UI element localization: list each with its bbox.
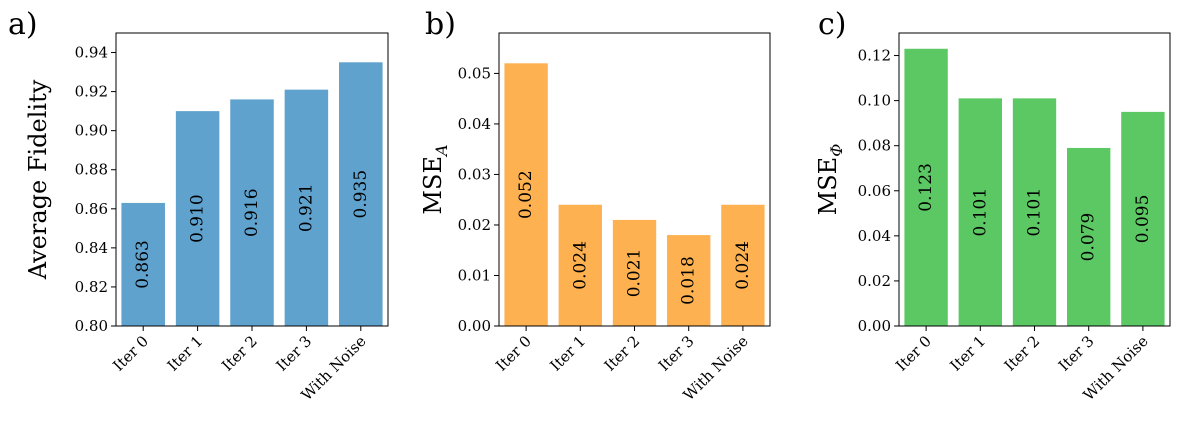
y-tick-label: 0.01 bbox=[458, 266, 491, 284]
bar-value-label: 0.101 bbox=[970, 188, 990, 237]
y-tick-label: 0.86 bbox=[75, 200, 108, 218]
x-tick-label: Iter 1 bbox=[164, 332, 207, 375]
plot-frame bbox=[498, 32, 771, 327]
y-axis-label-main: MSE bbox=[419, 156, 447, 215]
x-tick-label: Iter 1 bbox=[946, 332, 989, 375]
x-tick-label: Iter 2 bbox=[601, 332, 644, 375]
bar-iter-1 bbox=[958, 98, 1002, 326]
bar-value-label: 0.079 bbox=[1079, 213, 1099, 262]
panel-label: c) bbox=[818, 7, 847, 42]
y-tick-label: 0.82 bbox=[75, 278, 108, 296]
y-axis-label: Average Fidelity bbox=[24, 79, 52, 280]
y-tick-label: 0.03 bbox=[458, 165, 491, 183]
x-tick-label: Iter 0 bbox=[492, 332, 535, 375]
bar-iter-3 bbox=[667, 235, 711, 326]
x-tick-label: Iter 3 bbox=[1055, 332, 1098, 375]
y-tick-label: 0.02 bbox=[458, 216, 491, 234]
bar-value-label: 0.935 bbox=[351, 170, 371, 219]
y-axis-label-main: MSE bbox=[814, 157, 842, 216]
y-tick-label: 0.94 bbox=[75, 44, 108, 62]
y-tick-label: 0.04 bbox=[858, 227, 891, 245]
bar-value-label: 0.052 bbox=[516, 170, 536, 219]
bar-iter-3 bbox=[1067, 147, 1111, 326]
bar-iter-2 bbox=[1012, 98, 1057, 326]
bar-iter-3 bbox=[284, 89, 329, 326]
y-tick-label: 0.05 bbox=[458, 64, 491, 82]
bar-value-label: 0.863 bbox=[133, 240, 153, 289]
y-tick-label: 0.10 bbox=[858, 92, 891, 110]
x-tick-label: Iter 3 bbox=[655, 332, 698, 375]
x-tick-label: Iter 0 bbox=[892, 332, 935, 375]
bar-iter-0 bbox=[121, 202, 165, 326]
bar-with-noise bbox=[721, 204, 765, 326]
bar-iter-1 bbox=[558, 204, 602, 326]
bar-value-label: 0.021 bbox=[625, 249, 645, 298]
bar-value-label: 0.123 bbox=[916, 163, 936, 212]
y-tick-label: 0.84 bbox=[75, 239, 108, 257]
bar-value-label: 0.101 bbox=[1025, 188, 1045, 237]
bar-value-label: 0.910 bbox=[188, 194, 208, 243]
bar-with-noise bbox=[339, 62, 383, 327]
bar-iter-1 bbox=[175, 111, 220, 326]
bar-iter-2 bbox=[612, 219, 657, 326]
y-tick-label: 0.88 bbox=[75, 161, 108, 179]
panel-label: b) bbox=[425, 7, 456, 42]
y-axis-label-main: Average Fidelity bbox=[24, 79, 52, 280]
bar-with-noise bbox=[1121, 111, 1165, 326]
plot-frame bbox=[898, 32, 1171, 327]
y-tick-label: 0.92 bbox=[75, 83, 108, 101]
panel-a: a) Average Fidelity 0.863 Iter 0 0.910 Iter 1… bbox=[8, 7, 389, 404]
y-tick-label: 0.12 bbox=[858, 47, 891, 65]
panel-c: c) MSEΦ 0.123 Iter 0 0.101 Iter 1 0.101 Iter 2 0… bbox=[814, 7, 1171, 404]
bar-iter-0 bbox=[904, 48, 948, 327]
y-axis-label-subscript: Φ bbox=[827, 144, 846, 157]
panel-label: a) bbox=[8, 7, 38, 42]
bar-iter-2 bbox=[230, 99, 274, 326]
bar-value-label: 0.024 bbox=[570, 241, 590, 290]
y-tick-label: 0.08 bbox=[858, 137, 891, 155]
bar-value-label: 0.095 bbox=[1133, 195, 1153, 244]
y-tick-label: 0.90 bbox=[75, 122, 108, 140]
x-tick-label: Iter 2 bbox=[1001, 332, 1044, 375]
y-tick-label: 0.00 bbox=[858, 317, 891, 335]
bar-value-label: 0.921 bbox=[296, 183, 316, 232]
y-tick-label: 0.04 bbox=[458, 115, 491, 133]
x-tick-label: Iter 2 bbox=[218, 332, 261, 375]
y-axis-label: MSEA bbox=[419, 144, 451, 214]
bar-value-label: 0.916 bbox=[242, 188, 262, 237]
y-axis-label-subscript: A bbox=[432, 144, 451, 158]
x-tick-label: Iter 0 bbox=[109, 332, 152, 375]
y-tick-label: 0.80 bbox=[75, 317, 108, 335]
x-tick-label: Iter 1 bbox=[546, 332, 589, 375]
panel-b: b) MSEA 0.052 Iter 0 0.024 Iter 1 0.021 Iter 2 0… bbox=[419, 7, 771, 404]
y-tick-label: 0.00 bbox=[458, 317, 491, 335]
x-tick-label: Iter 3 bbox=[273, 332, 316, 375]
y-axis-label: MSEΦ bbox=[814, 144, 846, 216]
bar-value-label: 0.024 bbox=[733, 241, 753, 290]
y-tick-label: 0.06 bbox=[858, 182, 891, 200]
plot-frame bbox=[115, 32, 389, 327]
bar-value-label: 0.018 bbox=[679, 256, 699, 305]
bar-iter-0 bbox=[504, 63, 548, 327]
y-tick-label: 0.02 bbox=[858, 272, 891, 290]
